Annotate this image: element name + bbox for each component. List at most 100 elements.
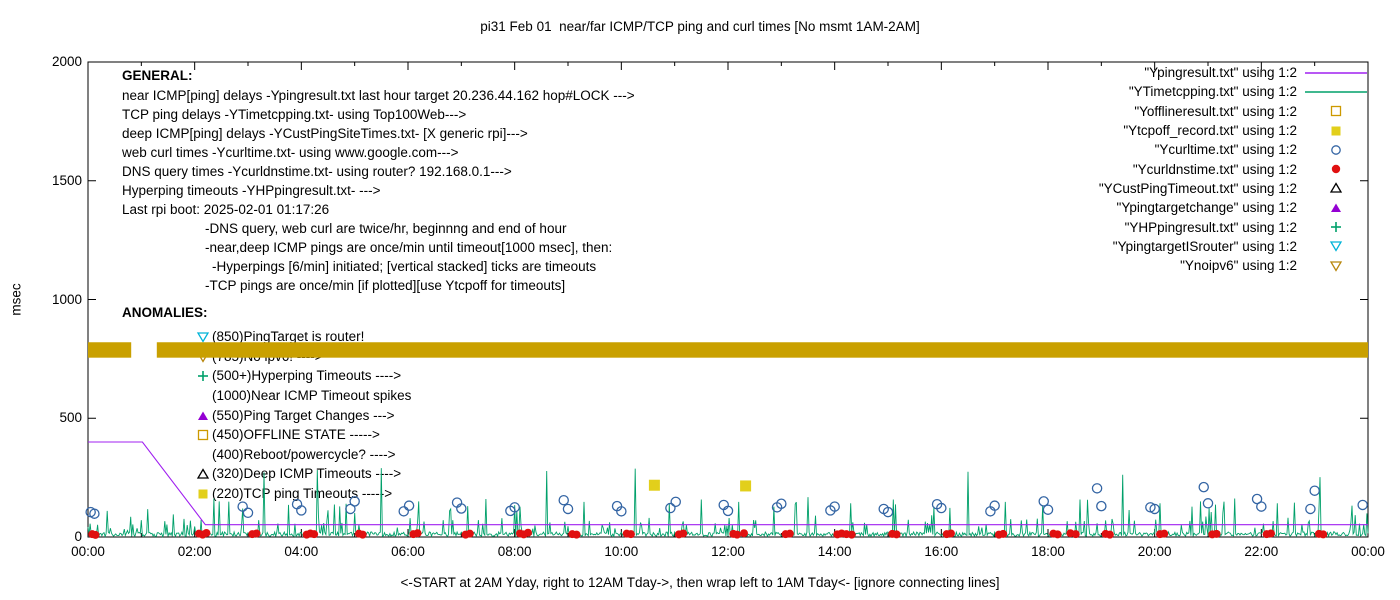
anomaly-items: (850)PingTarget is router! (785)No ipv6! … (196, 327, 411, 503)
series-dns-marker (1071, 530, 1080, 539)
x-tick-label: 04:00 (284, 544, 319, 559)
series-web-curl-marker (1256, 501, 1267, 512)
y-tick-label: 500 (59, 410, 82, 426)
series-dns-marker (785, 529, 794, 538)
series-dns-marker (942, 530, 951, 539)
series-dns-marker (409, 530, 418, 539)
series-dns-marker (1319, 530, 1328, 539)
legend-label: "Ytcpoff_record.txt" using 1:2 (1123, 123, 1297, 139)
series-dns-marker (1208, 530, 1217, 539)
series-web-curl-marker (1038, 496, 1049, 507)
legend-marker-sample-glyph (1329, 260, 1343, 272)
series-dns-marker (1066, 529, 1075, 538)
series-dns-marker (729, 529, 738, 538)
general-line: web curl times -Ycurltime.txt- using www… (122, 145, 459, 160)
y-tick-label: 1500 (51, 172, 82, 188)
series-web-curl-marker (398, 506, 409, 517)
anomaly-item: (320)Deep ICMP Timeouts ----> (196, 464, 411, 484)
legend-label: "Ypingtargetchange" using 1:2 (1116, 200, 1297, 216)
series-web-curl-marker (771, 502, 783, 513)
legend-marker-sample-glyph (1330, 106, 1342, 117)
series-tcp-timeout-marker (648, 479, 660, 491)
series-web-curl-marker (670, 496, 681, 508)
legend: "Ypingresult.txt" using 1:2 "YTimetcpping… (1099, 63, 1371, 275)
legend-label: "Ycurldnstime.txt" using 1:2 (1132, 161, 1297, 177)
legend-label: "YTimetcpping.txt" using 1:2 (1128, 84, 1297, 100)
series-dns-marker (999, 529, 1008, 538)
general-notes: GENERAL: near ICMP[ping] delays -Ypingre… (122, 66, 635, 295)
series-dns-marker (358, 530, 367, 539)
tri-down-open-gold-icon (196, 352, 210, 363)
tri-down-open-gold-icon (196, 352, 210, 363)
x-tick-label: 08:00 (497, 544, 532, 559)
anomaly-label: (500+)Hyperping Timeouts ----> (212, 368, 402, 384)
anomaly-item: (550)Ping Target Changes ---> (196, 405, 411, 425)
anomaly-label: (450)OFFLINE STATE -----> (212, 427, 380, 443)
x-tick-label: 10:00 (604, 544, 639, 559)
series-dns-marker (679, 529, 688, 538)
series-dns-marker (842, 530, 851, 539)
anomaly-label: (400)Reboot/powercycle? ----> (212, 446, 396, 462)
legend-marker-sample (1331, 203, 1341, 212)
legend-item: "Ycurldnstime.txt" using 1:2 (1099, 159, 1371, 178)
general-line: Hyperping timeouts -YHPpingresult.txt- -… (122, 183, 381, 198)
series-dns-marker (354, 529, 363, 538)
series-web-curl-marker (1251, 493, 1263, 505)
series-dns-marker (847, 530, 856, 539)
general-line: deep ICMP[ping] delays -YCustPingSiteTim… (122, 126, 528, 141)
series-web-curl-marker (451, 497, 463, 508)
series-dns-marker (524, 528, 532, 537)
x-tick-label: 02:00 (177, 544, 212, 559)
legend-marker-sample (1305, 71, 1367, 74)
y-tick-label: 0 (74, 529, 82, 544)
series-dns-marker (252, 529, 261, 538)
series-dns-marker (202, 528, 211, 537)
series-web-curl-marker (665, 502, 676, 514)
legend-marker-sample (1331, 126, 1341, 136)
series-dns-marker (674, 530, 683, 539)
x-tick-label: 06:00 (391, 544, 425, 559)
anomaly-label: (1000)Near ICMP Timeout spikes (212, 388, 412, 404)
series-web-curl-marker (776, 498, 787, 509)
general-lines: near ICMP[ping] delays -Ypingresult.txt … (122, 86, 635, 295)
x-axis-label: <-START at 2AM Yday, right to 12AM Tday-… (400, 575, 1000, 590)
series-dns-marker (306, 529, 315, 538)
legend-item: "Ypingtargetchange" using 1:2 (1099, 198, 1371, 217)
series-web-curl-marker (345, 503, 356, 515)
anomaly-item: (1000)Near ICMP Timeout spikes (196, 386, 411, 406)
general-line: -DNS query, web curl are twice/hr, begin… (205, 221, 567, 236)
legend-marker-sample-glyph (1331, 126, 1341, 136)
series-dns-marker (91, 530, 100, 539)
legend-label: "Ynoipv6" using 1:2 (1180, 258, 1297, 274)
series-dns-marker (88, 530, 97, 539)
legend-marker-sample (1331, 164, 1341, 174)
square-filled-yellow-icon (198, 489, 208, 499)
series-dns-marker (248, 530, 257, 539)
series-dns-marker (837, 529, 846, 538)
series-web-curl-marker (562, 503, 574, 515)
legend-marker-sample-glyph (1331, 203, 1341, 212)
series-web-curl-marker (1145, 502, 1156, 513)
series-dns-marker (622, 529, 631, 538)
series-dns-marker (194, 529, 203, 538)
series-web-curl-marker (989, 500, 1000, 511)
x-tick-label: 14:00 (817, 544, 852, 559)
series-web-curl-marker (1357, 499, 1368, 511)
series-dns-marker (519, 530, 528, 539)
legend-item: "Ycurltime.txt" using 1:2 (1099, 140, 1371, 159)
series-dns-marker (1101, 529, 1110, 538)
legend-item: "YHPpingresult.txt" using 1:2 (1099, 217, 1371, 236)
legend-label: "Ypingresult.txt" using 1:2 (1144, 65, 1297, 81)
general-line: -TCP pings are once/min [if plotted][use… (205, 278, 566, 293)
x-tick-label: 16:00 (924, 544, 959, 559)
tri-up-open-black-icon (196, 468, 210, 480)
series-dns-marker (1105, 530, 1114, 539)
anomaly-item: (220)TCP ping Timeouts -----> (196, 484, 411, 504)
series-dns-marker (1314, 529, 1323, 538)
anomaly-label: (850)PingTarget is router! (212, 329, 365, 345)
series-web-curl-marker (718, 499, 729, 511)
x-tick-label: 00:00 (1351, 544, 1385, 559)
series-web-curl-marker (242, 507, 254, 519)
legend-label: "YHPpingresult.txt" using 1:2 (1124, 219, 1297, 235)
